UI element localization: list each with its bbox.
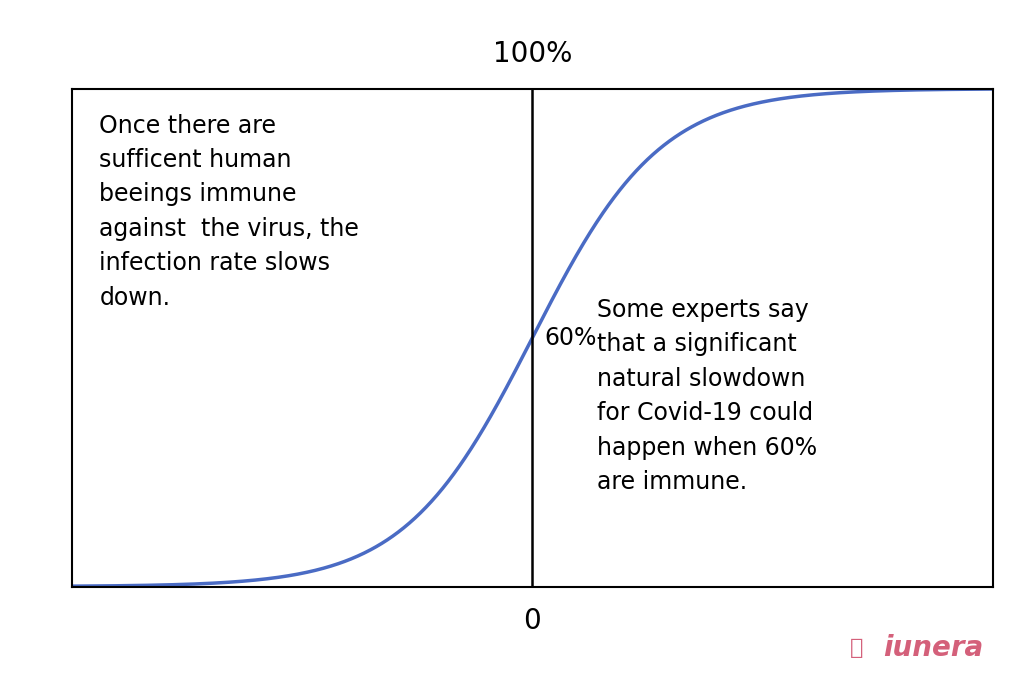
Text: 0: 0 <box>523 607 542 635</box>
Text: 100%: 100% <box>493 40 572 68</box>
Text: iunera: iunera <box>883 634 983 662</box>
Text: Some experts say
that a significant
natural slowdown
for Covid-19 could
happen w: Some experts say that a significant natu… <box>597 298 817 494</box>
Text: Once there are
sufficent human
beeings immune
against  the virus, the
infection : Once there are sufficent human beeings i… <box>99 113 359 310</box>
Text: 🌸: 🌸 <box>850 638 863 658</box>
Text: 60%: 60% <box>544 325 596 350</box>
